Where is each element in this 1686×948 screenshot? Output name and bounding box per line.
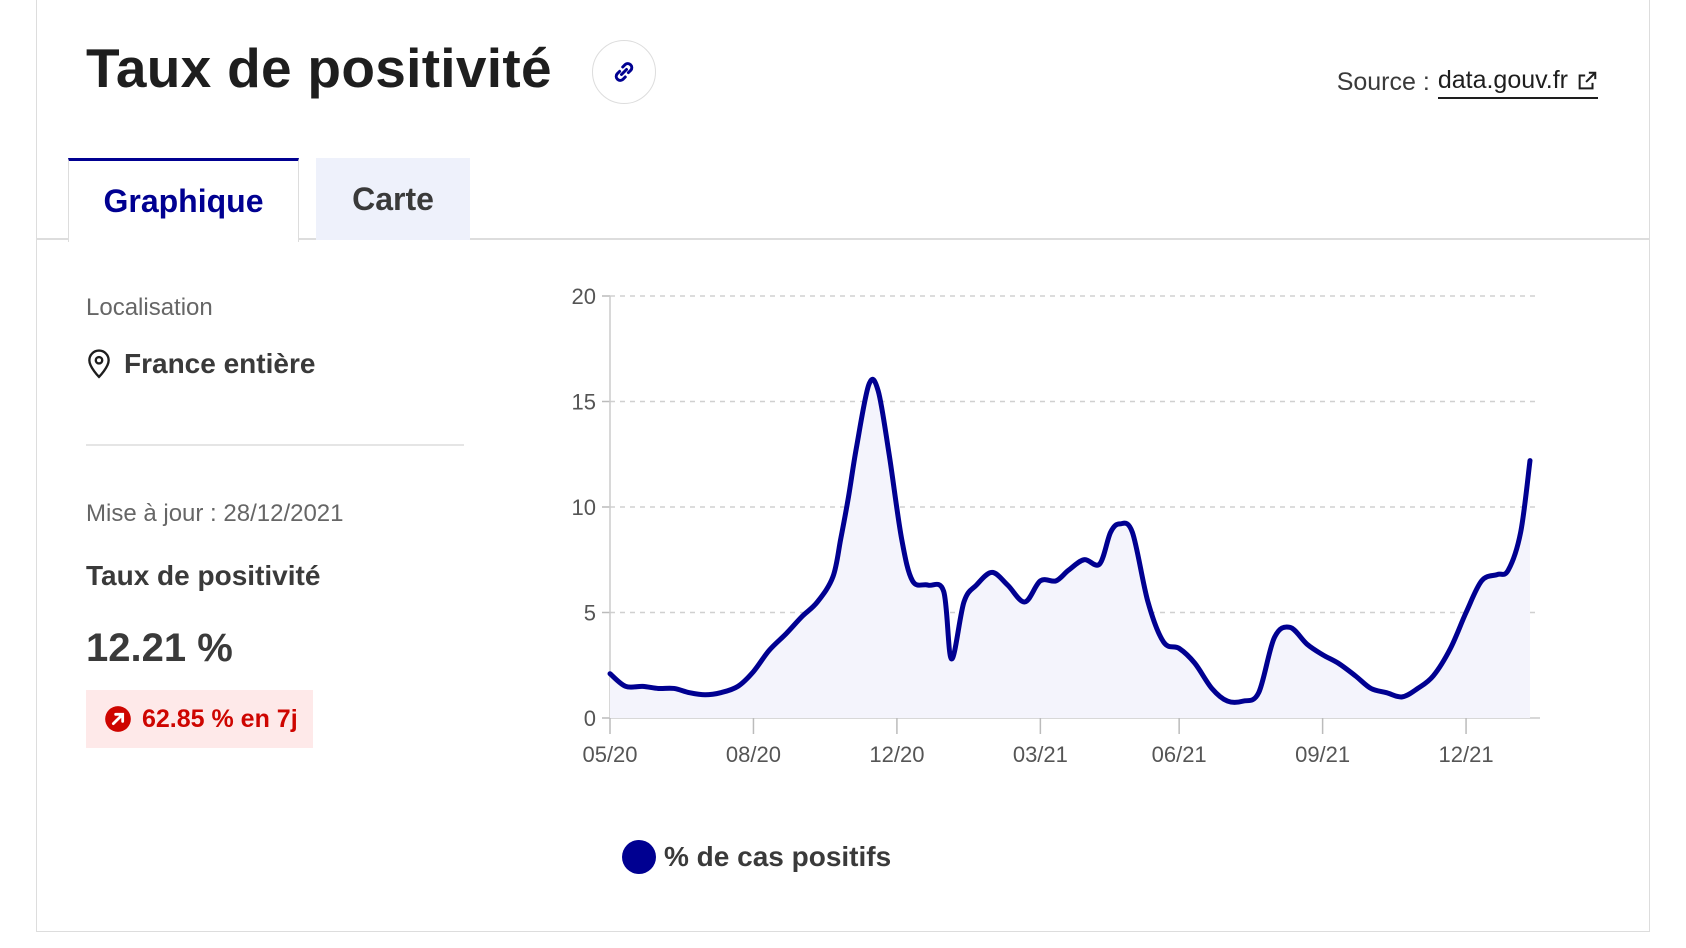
source-label: Source : bbox=[1336, 68, 1430, 96]
update-date: Mise à jour : 28/12/2021 bbox=[86, 500, 344, 527]
location-label: Localisation bbox=[86, 294, 213, 321]
x-tick-label: 12/20 bbox=[869, 742, 924, 767]
copy-link-button[interactable] bbox=[592, 40, 656, 104]
y-tick-label: 20 bbox=[572, 284, 596, 309]
y-tick-label: 10 bbox=[572, 495, 596, 520]
source: Source : data.gouv.fr bbox=[1337, 66, 1598, 99]
x-tick-label: 06/21 bbox=[1152, 742, 1207, 767]
location-value: France entière bbox=[124, 348, 316, 379]
tab-graphique[interactable]: Graphique bbox=[68, 158, 299, 242]
legend-label: % de cas positifs bbox=[664, 841, 892, 872]
source-link[interactable]: data.gouv.fr bbox=[1437, 66, 1598, 99]
trend-text: 62.85 % en 7j bbox=[142, 704, 298, 733]
x-tick-label: 03/21 bbox=[1013, 742, 1068, 767]
external-link-icon bbox=[1578, 71, 1597, 89]
x-tick-label: 05/20 bbox=[582, 742, 637, 767]
series-line bbox=[607, 376, 1533, 705]
link-icon bbox=[614, 62, 634, 82]
y-tick-label: 0 bbox=[584, 706, 596, 731]
y-tick-label: 5 bbox=[584, 601, 596, 626]
tab-bar-line bbox=[36, 238, 1650, 240]
sidebar-divider bbox=[86, 444, 464, 446]
x-tick-label: 12/21 bbox=[1439, 742, 1494, 767]
indicator-value: 12.21 % bbox=[86, 626, 233, 670]
positivity-chart: 0 5 10 15 20 05/20 08/20 12/20 03/21 06/21 09/21 12… bbox=[572, 284, 1540, 767]
trend-badge: 62.85 % en 7j bbox=[86, 690, 313, 748]
x-tick-label: 09/21 bbox=[1295, 742, 1350, 767]
y-tick-label: 15 bbox=[572, 390, 596, 415]
x-tick-label: 08/20 bbox=[726, 742, 781, 767]
arrow-up-right-icon bbox=[105, 706, 131, 732]
location-selector[interactable]: France entière bbox=[86, 348, 315, 380]
chart-legend: % de cas positifs bbox=[622, 840, 891, 874]
series-area bbox=[610, 379, 1530, 718]
page-title: Taux de positivité bbox=[86, 37, 552, 99]
card-bottom-border bbox=[36, 931, 1650, 932]
map-pin-icon bbox=[88, 349, 110, 379]
source-link-label: data.gouv.fr bbox=[1437, 66, 1568, 94]
legend-swatch bbox=[622, 840, 656, 874]
tab-carte[interactable]: Carte bbox=[316, 158, 470, 240]
indicator-label: Taux de positivité bbox=[86, 560, 321, 591]
indicator-card bbox=[36, 0, 1650, 932]
